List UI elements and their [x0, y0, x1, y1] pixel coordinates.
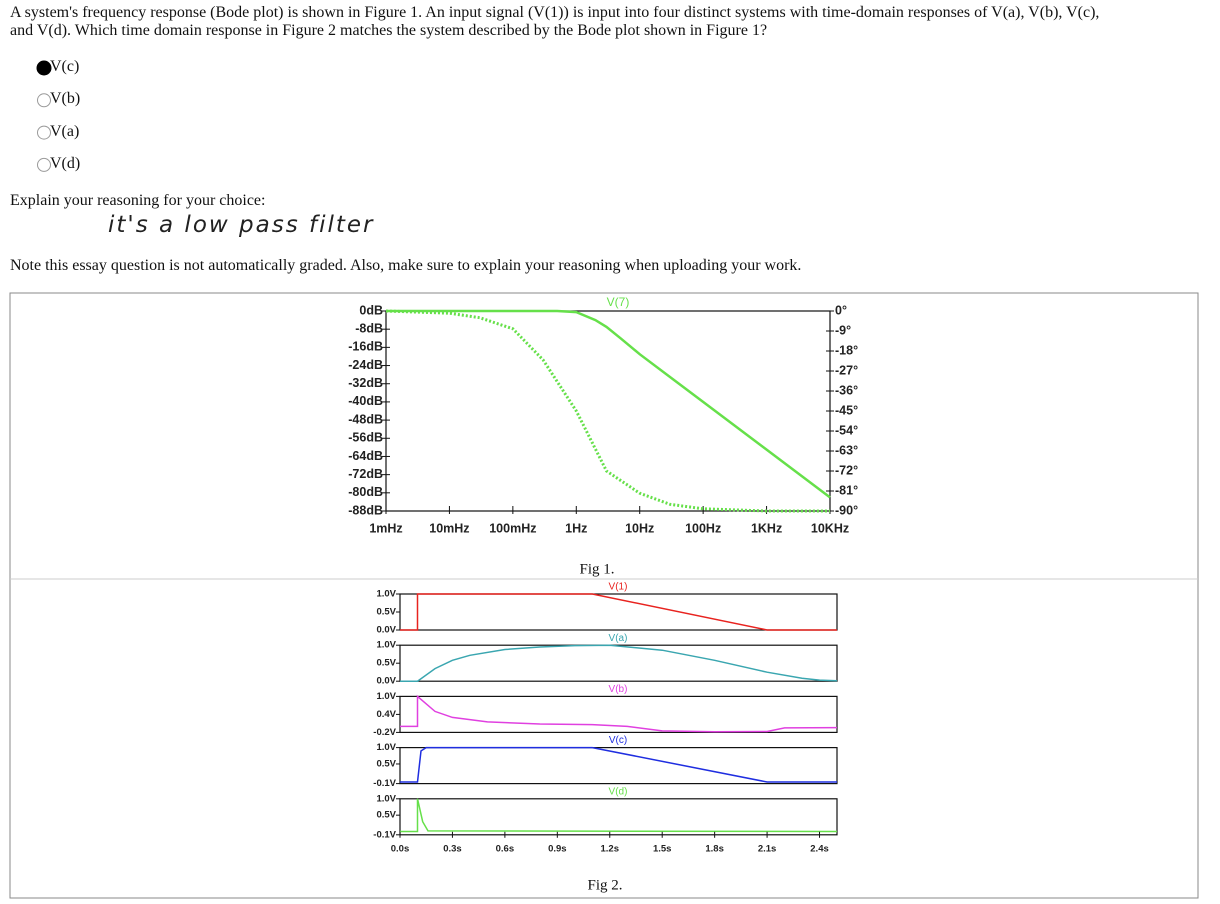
y-tick-label: -32dB — [348, 376, 383, 390]
x-tick-label: 1.2s — [601, 843, 620, 854]
y2-tick-label: -18° — [835, 343, 858, 357]
trace-line — [400, 746, 837, 783]
trace-title: V(c) — [609, 735, 627, 746]
x-tick-label: 1.5s — [653, 843, 672, 854]
radio-button[interactable] — [37, 157, 51, 172]
y-tick-label: 1.0V — [376, 742, 396, 753]
x-tick-label: 10KHz — [811, 521, 849, 535]
trace-line — [386, 309, 831, 499]
y2-tick-label: -90° — [835, 503, 858, 517]
panel-frame — [399, 644, 838, 682]
y-tick-label: 0.5V — [376, 658, 396, 669]
y-tick-label: 1.0V — [376, 589, 396, 600]
note: Note this essay question is not automati… — [10, 257, 802, 274]
y-tick-label: 0.0V — [376, 625, 396, 636]
x-tick-label: 100mHz — [489, 521, 536, 535]
x-tick-label: 1mHz — [369, 521, 402, 535]
option-label[interactable]: V(c) — [50, 58, 80, 75]
figure-caption: Fig 2. — [587, 877, 622, 893]
y2-tick-label: 0° — [835, 303, 847, 317]
y-tick-label: 0.5V — [376, 758, 396, 769]
y-tick-label: 1.0V — [376, 640, 396, 651]
question-line: A system's frequency response (Bode plot… — [10, 4, 1100, 21]
x-tick-label: 1KHz — [751, 521, 782, 535]
y2-tick-label: -45° — [835, 403, 858, 417]
option-label[interactable]: V(b) — [50, 90, 81, 108]
y-tick-label: 1.0V — [376, 793, 396, 804]
y-tick-label: -40dB — [348, 394, 383, 408]
trace-title: V(d) — [609, 786, 628, 797]
y-tick-label: -0.1V — [373, 778, 396, 789]
x-tick-label: 1.8s — [705, 843, 724, 854]
explain-label: Explain your reasoning for your choice: — [10, 192, 266, 209]
radio-button[interactable] — [37, 93, 51, 108]
y2-tick-label: -63° — [835, 443, 858, 457]
x-tick-label: 10mHz — [429, 521, 469, 535]
y2-tick-label: -81° — [835, 483, 858, 497]
y-tick-label: -16dB — [348, 340, 383, 354]
y-tick-label: -48dB — [348, 412, 383, 426]
x-tick-label: 10Hz — [625, 521, 654, 535]
panel-frame — [399, 798, 838, 836]
y-tick-label: -64dB — [348, 449, 383, 463]
y2-tick-label: -54° — [835, 423, 858, 437]
y-tick-label: -88dB — [348, 503, 383, 517]
y2-tick-label: -36° — [835, 383, 858, 397]
y-tick-label: 0.4V — [376, 709, 396, 720]
trace-line — [400, 694, 838, 733]
y2-tick-label: -27° — [835, 363, 858, 377]
radio-button[interactable] — [36, 60, 52, 76]
y-tick-label: 0.5V — [376, 607, 396, 618]
trace-line — [385, 309, 830, 513]
x-tick-label: 0.0s — [391, 843, 410, 854]
y-tick-label: -72dB — [348, 467, 383, 481]
y-tick-label: -80dB — [348, 485, 383, 499]
y2-tick-label: -9° — [835, 323, 851, 337]
trace-line — [400, 593, 837, 631]
option-label[interactable]: V(d) — [50, 154, 81, 172]
radio-button[interactable] — [37, 125, 51, 140]
panel-frame — [399, 746, 838, 785]
y2-tick-label: -72° — [835, 463, 858, 477]
y-tick-label: 0.5V — [376, 810, 396, 821]
y-tick-label: -56dB — [348, 431, 383, 445]
trace-title: V(b) — [609, 684, 628, 695]
figure-box — [9, 292, 1199, 899]
x-tick-label: 2.1s — [758, 843, 777, 854]
handwritten-answer: it's a low pass filter — [108, 212, 375, 238]
trace-line — [400, 798, 838, 833]
y-tick-label: -8dB — [355, 321, 383, 335]
trace-title: V(7) — [607, 295, 630, 309]
plot-frame — [385, 310, 831, 512]
x-tick-label: 0.9s — [548, 843, 567, 854]
trace-title: V(1) — [609, 582, 628, 593]
x-tick-label: 2.4s — [810, 843, 829, 854]
trace-title: V(a) — [609, 633, 628, 644]
y-tick-label: 0.0V — [376, 676, 396, 687]
x-tick-label: 100Hz — [685, 521, 721, 535]
y-tick-label: 0dB — [359, 303, 383, 317]
y-tick-label: -0.2V — [373, 727, 396, 738]
question-line: and V(d). Which time domain response in … — [10, 22, 768, 39]
y-tick-label: 1.0V — [376, 691, 396, 702]
y-tick-label: -0.1V — [373, 829, 396, 840]
trace-line — [400, 644, 838, 682]
panel-frame — [399, 695, 838, 734]
figure-caption: Fig 1. — [579, 561, 614, 577]
option-label[interactable]: V(a) — [50, 122, 80, 140]
x-tick-label: 1Hz — [565, 521, 587, 535]
x-tick-label: 0.3s — [443, 843, 462, 854]
y-tick-label: -24dB — [348, 358, 383, 372]
x-tick-label: 0.6s — [496, 843, 515, 854]
